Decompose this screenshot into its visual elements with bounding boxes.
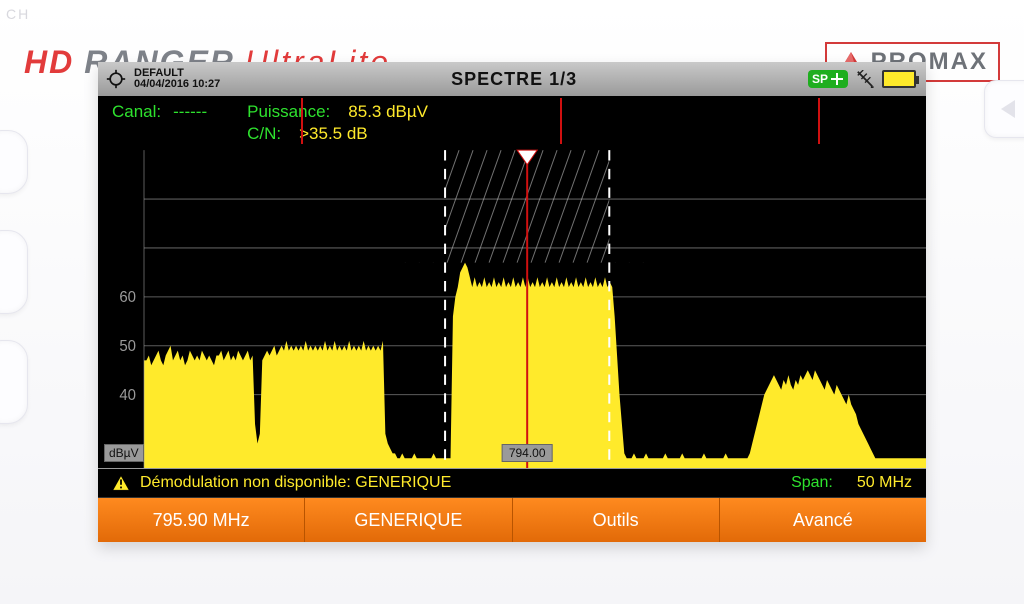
center-freq-badge: 794.00 (502, 444, 553, 462)
profile-block: DEFAULT 04/04/2016 10:27 (134, 68, 220, 90)
cn-value: >35.5 dB (299, 124, 368, 144)
warning-icon (112, 475, 130, 491)
y-unit-badge: dBµV (104, 444, 144, 462)
cn-label: C/N: (247, 124, 281, 144)
brand-hd: HD (24, 44, 74, 81)
meas-separator (560, 98, 562, 144)
status-icons: SP (808, 70, 926, 88)
sp-mode-badge: SP (808, 70, 848, 88)
svg-text:40: 40 (119, 387, 136, 404)
softkey-f2[interactable]: GENERIQUE (305, 498, 512, 542)
svg-text:60: 60 (119, 289, 136, 306)
status-line: Démodulation non disponible: GENERIQUE S… (98, 468, 926, 498)
softkey-f1[interactable]: 795.90 MHz (98, 498, 305, 542)
softkey-f3[interactable]: Outils (513, 498, 720, 542)
hw-label-ch: CH (0, 0, 1024, 28)
device-screen: DEFAULT 04/04/2016 10:27 SPECTRE 1/3 SP … (98, 62, 926, 542)
meas-canal: Canal: ------ (112, 102, 207, 144)
span-label: Span: (791, 474, 833, 492)
screen-title: SPECTRE 1/3 (220, 69, 808, 90)
antenna-icon (854, 70, 876, 88)
sp-label: SP (812, 72, 828, 86)
canal-label: Canal: (112, 102, 161, 144)
hw-button-back[interactable] (984, 80, 1024, 138)
power-label: Puissance: (247, 102, 330, 122)
spectrum-chart[interactable]: 4050607080 dBµV 794.00 (98, 146, 926, 468)
hw-button-left-3 (0, 340, 28, 424)
status-message: Démodulation non disponible: GENERIQUE (140, 474, 451, 492)
meas-power-cn: Puissance: 85.3 dBµV C/N: >35.5 dB (247, 102, 428, 144)
canal-value: ------ (173, 102, 207, 144)
softkey-bar: 795.90 MHz GENERIQUE Outils Avancé (98, 498, 926, 542)
power-value: 85.3 dBµV (348, 102, 428, 122)
svg-text:50: 50 (119, 338, 136, 355)
profile-datetime: 04/04/2016 10:27 (134, 79, 220, 90)
hw-button-left-1 (0, 130, 28, 194)
battery-icon (882, 70, 916, 88)
screen-topbar: DEFAULT 04/04/2016 10:27 SPECTRE 1/3 SP (98, 62, 926, 96)
measurement-header: Canal: ------ Puissance: 85.3 dBµV C/N: … (98, 96, 926, 146)
target-icon (104, 67, 128, 91)
move-icon (830, 72, 844, 86)
softkey-f4[interactable]: Avancé (720, 498, 926, 542)
meas-separator (818, 98, 820, 144)
meas-separator (301, 98, 303, 144)
hw-button-left-2 (0, 230, 28, 314)
span-value: 50 MHz (857, 474, 912, 492)
spectrum-svg: 4050607080 (98, 146, 926, 468)
